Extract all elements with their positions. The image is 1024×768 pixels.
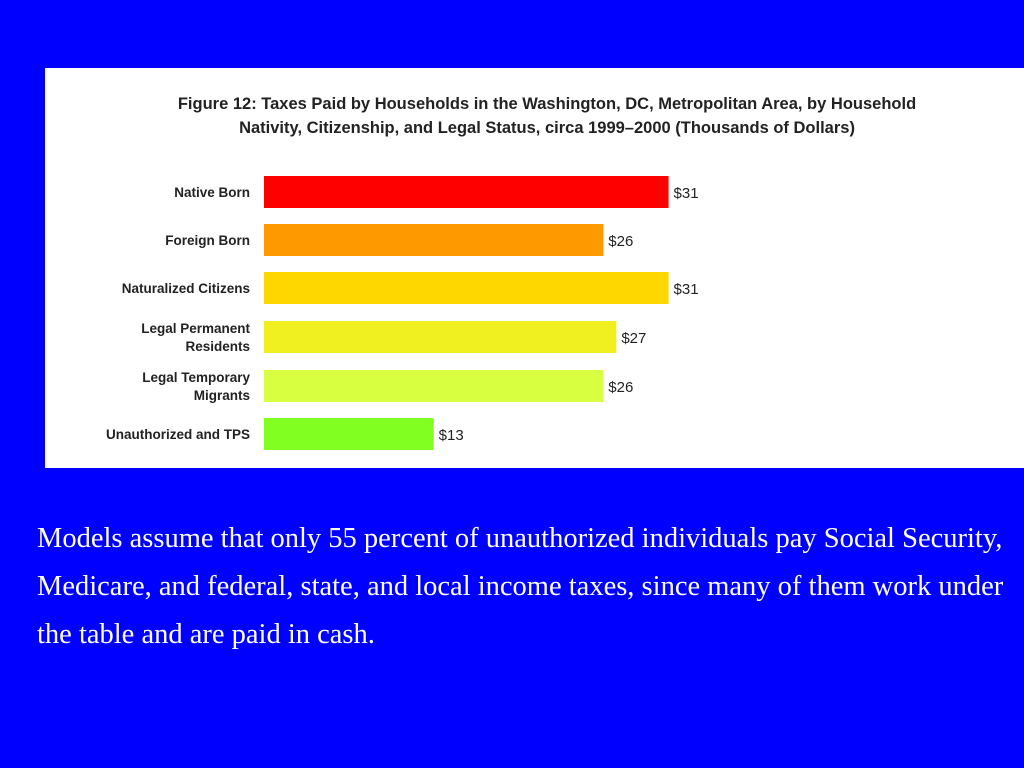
- category-label-2: Naturalized Citizens: [122, 281, 250, 296]
- bar-2: [264, 272, 669, 304]
- slide-caption: Models assume that only 55 percent of un…: [37, 523, 1004, 650]
- bar-value-label-0: $31: [674, 185, 699, 202]
- bar-0: [264, 176, 669, 208]
- bar-value-label-1: $26: [608, 233, 633, 250]
- chart-title: Figure 12: Taxes Paid by Households in t…: [67, 92, 1024, 140]
- category-label-4-line-1: Migrants: [194, 388, 250, 403]
- category-label-3-line-0: Legal Permanent: [141, 321, 250, 336]
- bar-chart: $31 Native Born $26 Foreign Born $31 Naturali…: [106, 176, 699, 450]
- bar-value-label-4: $26: [608, 379, 633, 396]
- chart-panel: Figure 12: Taxes Paid by Households in t…: [45, 68, 1024, 468]
- bar-1: [264, 224, 604, 256]
- chart-title-line-1: Figure 12: Taxes Paid by Households in t…: [177, 95, 917, 113]
- bar-4: [264, 370, 604, 402]
- category-label-5: Unauthorized and TPS: [106, 427, 250, 442]
- chart-title-line-2: Nativity, Citizenship, and Legal Status,…: [239, 119, 855, 137]
- bar-5: [264, 418, 434, 450]
- bar-value-label-5: $13: [439, 427, 464, 444]
- category-label-0: Native Born: [174, 185, 250, 200]
- category-label-4-line-0: Legal Temporary: [142, 370, 250, 385]
- category-label-1: Foreign Born: [165, 233, 250, 248]
- category-label-3-line-1: Residents: [185, 339, 250, 354]
- bar-value-label-2: $31: [674, 281, 699, 298]
- bar-3: [264, 321, 617, 353]
- bar-value-label-3: $27: [621, 330, 646, 347]
